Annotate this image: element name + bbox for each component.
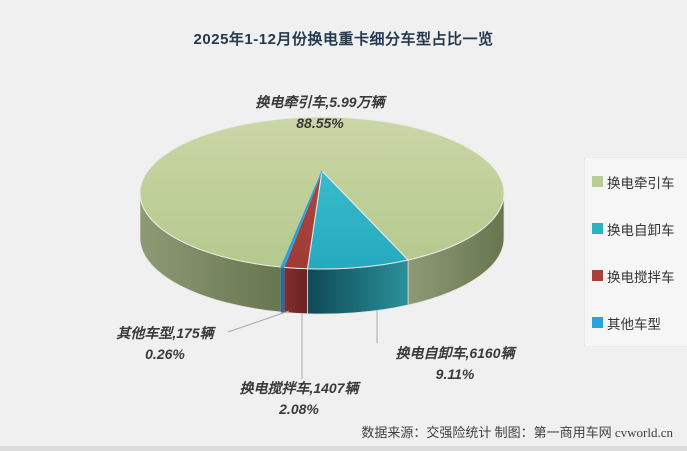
callout-other-pct: 0.26% — [145, 346, 185, 362]
callout-dump-label: 换电自卸车,6160辆 — [395, 345, 515, 361]
callout-tractor-label: 换电牵引车,5.99万辆 — [255, 94, 385, 110]
legend: 换电牵引车 换电自卸车 换电搅拌车 其他车型 — [584, 157, 687, 347]
legend-item-dump: 换电自卸车 — [592, 219, 687, 239]
pie-wall-3 — [280, 266, 285, 313]
callout-other: 其他车型,175辆 0.26% — [45, 323, 285, 365]
legend-item-mixer: 换电搅拌车 — [592, 266, 687, 286]
pie-slice-1 — [306, 170, 409, 270]
source-note: 数据来源：交强险统计 制图：第一商用车网 cvworld.cn — [361, 425, 673, 440]
legend-label-mixer: 换电搅拌车 — [607, 269, 675, 285]
pie-wall-2 — [283, 266, 308, 315]
chart-title: 2025年1-12月份换电重卡细分车型占比一览 — [193, 31, 494, 48]
callout-tractor-pct: 88.55% — [296, 115, 344, 131]
callout-other-label: 其他车型,175辆 — [116, 325, 214, 341]
legend-label-dump: 换电自卸车 — [607, 222, 675, 238]
callout-mixer: 换电搅拌车,1407辆 2.08% — [199, 378, 399, 420]
bottom-strip — [0, 446, 687, 451]
legend-item-tractor: 换电牵引车 — [592, 172, 687, 192]
callout-mixer-pct: 2.08% — [279, 401, 319, 417]
legend-swatch-tractor — [592, 176, 603, 187]
callout-dump: 换电自卸车,6160辆 9.11% — [355, 343, 555, 385]
legend-label-other: 其他车型 — [607, 316, 661, 332]
legend-swatch-other — [592, 317, 603, 328]
callout-dump-pct: 9.11% — [435, 366, 475, 382]
callout-mixer-label: 换电搅拌车,1407辆 — [239, 380, 359, 396]
legend-item-other: 其他车型 — [592, 313, 687, 333]
legend-swatch-mixer — [592, 270, 603, 281]
pie-slice-3 — [280, 170, 323, 268]
leader-line-other — [227, 310, 290, 333]
legend-label-tractor: 换电牵引车 — [607, 175, 675, 191]
pie-slice-0 — [139, 116, 505, 268]
callout-tractor: 换电牵引车,5.99万辆 88.55% — [170, 92, 470, 134]
legend-swatch-dump — [592, 223, 603, 234]
